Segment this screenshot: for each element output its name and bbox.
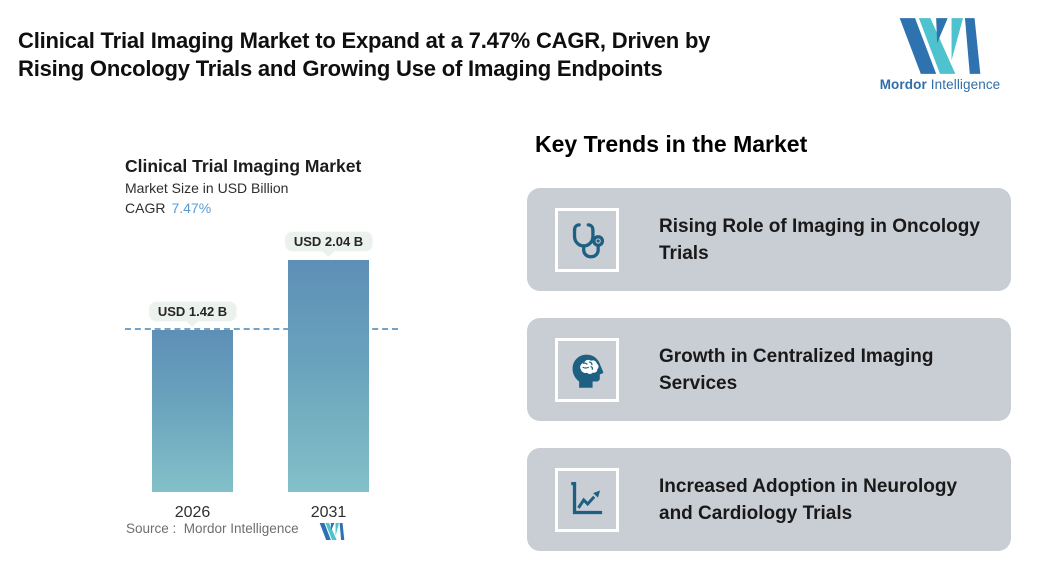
brain-head-icon xyxy=(572,354,604,388)
bar-group-2031: USD 2.04 B 2031 xyxy=(284,230,373,521)
stethoscope-icon xyxy=(572,222,605,258)
page-title-line1: Clinical Trial Imaging Market to Expand … xyxy=(18,28,711,53)
trend-label: Growth in Centralized Imaging Services xyxy=(659,345,934,394)
bar-chart-plot: USD 1.42 B 2026 USD 2.04 B 2031 xyxy=(125,230,398,521)
trend-label: Increased Adoption in Neurology and Card… xyxy=(659,475,958,524)
trend-label: Rising Role of Imaging in Oncology Trial… xyxy=(659,215,980,264)
bar-2026 xyxy=(152,330,233,492)
axis-label-2031: 2031 xyxy=(310,504,347,521)
value-label-2026: USD 1.42 B xyxy=(148,302,237,321)
mordor-intelligence-logo-icon xyxy=(899,18,981,74)
source-text: Source : Mordor Intelligence xyxy=(126,521,299,536)
trends-heading: Key Trends in the Market xyxy=(535,131,808,157)
brand-name: Mordor Intelligence xyxy=(870,77,1010,92)
brand-logo: Mordor Intelligence xyxy=(870,18,1010,92)
cagr-label: CAGR xyxy=(125,200,166,216)
trend-icon-box xyxy=(555,337,619,402)
source-logo-icon xyxy=(319,523,345,540)
growth-chart-icon xyxy=(571,481,603,514)
trend-card-neurology-cardiology: Increased Adoption in Neurology and Card… xyxy=(527,448,1011,551)
trend-card-centralized-imaging: Growth in Centralized Imaging Services xyxy=(527,318,1011,421)
cagr-value: 7.47% xyxy=(171,200,212,216)
axis-label-2026: 2026 xyxy=(174,504,211,521)
value-label-2031: USD 2.04 B xyxy=(284,232,373,251)
trend-icon-box xyxy=(555,467,619,532)
trend-card-oncology: Rising Role of Imaging in Oncology Trial… xyxy=(527,188,1011,291)
page-title-line2: Rising Oncology Trials and Growing Use o… xyxy=(18,56,663,81)
chart-subtitle: Market Size in USD Billion xyxy=(125,180,289,196)
chart-title: Clinical Trial Imaging Market xyxy=(125,156,362,176)
page-title: Clinical Trial Imaging Market to Expand … xyxy=(18,27,710,83)
brand-name-light: Intelligence xyxy=(930,77,1001,92)
chart-cagr: CAGR 7.47% xyxy=(125,200,211,216)
brand-name-bold: Mordor xyxy=(879,77,927,92)
trend-icon-box xyxy=(555,207,619,272)
bar-2031 xyxy=(288,260,369,492)
bar-group-2026: USD 1.42 B 2026 xyxy=(148,230,237,521)
reference-line xyxy=(125,328,398,330)
